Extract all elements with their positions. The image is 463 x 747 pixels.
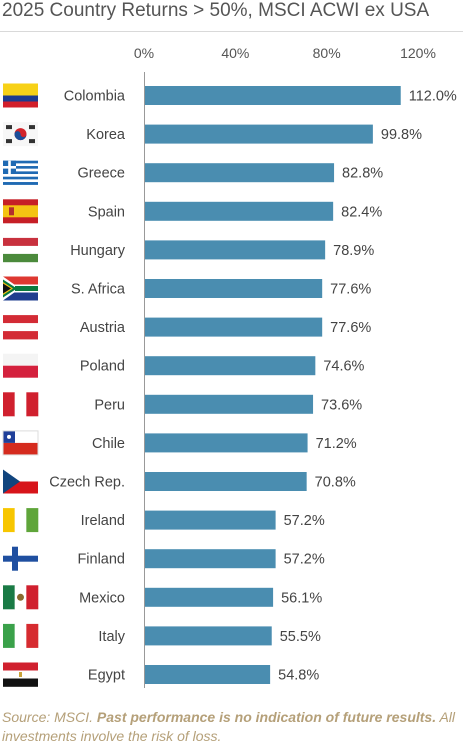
bar [145, 433, 308, 453]
disclaimer-text: Past performance is no indication of fut… [96, 709, 437, 725]
category-label: Italy [98, 629, 125, 645]
source-note: Source: MSCI. Past performance is no ind… [2, 708, 462, 746]
austria-flag [3, 315, 38, 340]
category-label: Spain [88, 204, 125, 220]
bar [145, 510, 276, 530]
x-tick-label: 120% [400, 45, 436, 61]
value-label: 77.6% [330, 320, 371, 336]
category-label: Ireland [81, 513, 125, 529]
poland-flag [3, 353, 38, 378]
finland-flag [3, 546, 38, 571]
peru-flag [3, 392, 39, 417]
category-label: Korea [86, 127, 126, 143]
category-label: S. Africa [71, 282, 126, 298]
egypt-flag [3, 662, 38, 687]
chile-flag [2, 430, 39, 456]
value-label: 82.4% [341, 204, 382, 220]
category-label: Czech Rep. [49, 475, 125, 491]
south-africa-flag [3, 276, 38, 301]
category-label: Chile [92, 436, 125, 452]
category-label: Hungary [70, 243, 126, 259]
x-tick-label: 40% [221, 45, 249, 61]
category-label: Finland [77, 552, 125, 568]
value-label: 57.2% [284, 552, 325, 568]
bar [145, 472, 307, 491]
category-label: Egypt [88, 668, 125, 684]
bar [145, 86, 401, 105]
category-label: Poland [80, 359, 125, 375]
bar [145, 201, 334, 221]
mexico-flag [3, 585, 39, 610]
bar [145, 665, 271, 684]
hungary-flag [3, 237, 38, 263]
bar [145, 279, 323, 298]
bar [145, 163, 335, 183]
bar [145, 240, 326, 260]
category-label: Austria [80, 320, 126, 336]
value-label: 70.8% [315, 475, 356, 491]
category-label: Colombia [64, 89, 126, 105]
title-divider [0, 31, 463, 32]
category-label: Mexico [79, 590, 125, 606]
value-label: 112.0% [409, 89, 457, 105]
value-label: 82.8% [342, 166, 383, 182]
italy-flag [3, 623, 39, 648]
bar-chart: 0% 40% 80% 120% Colombia 112.0% Korea 99.8% Gree… [2, 45, 457, 688]
colombia-flag [3, 83, 38, 108]
czech-flag [3, 469, 38, 494]
bar [145, 587, 274, 607]
value-label: 56.1% [281, 590, 322, 606]
value-label: 77.6% [330, 282, 371, 298]
bar [145, 356, 316, 376]
ireland-flag [3, 508, 39, 533]
source-label: Source: MSCI. [2, 709, 94, 725]
category-label: Peru [94, 397, 125, 413]
bar [145, 626, 272, 646]
value-label: 55.5% [280, 629, 321, 645]
bar [145, 317, 323, 337]
value-label: 73.6% [321, 397, 362, 413]
risk-note: All investments involve the risk of loss… [2, 709, 456, 744]
x-tick-label: 80% [313, 45, 341, 61]
value-label: 74.6% [323, 359, 364, 375]
value-label: 99.8% [381, 127, 422, 143]
value-label: 57.2% [284, 513, 325, 529]
spain-flag [3, 199, 38, 224]
x-tick-label: 0% [134, 45, 154, 61]
chart-title: 2025 Country Returns > 50%, MSCI ACWI ex… [2, 0, 430, 21]
greece-flag [3, 160, 38, 185]
category-label: Greece [77, 166, 125, 182]
korea-flag [3, 122, 38, 147]
value-label: 54.8% [278, 668, 319, 684]
bar [145, 124, 373, 144]
value-label: 78.9% [333, 243, 374, 259]
value-label: 71.2% [316, 436, 357, 452]
bar [145, 394, 314, 414]
bar [145, 549, 276, 569]
